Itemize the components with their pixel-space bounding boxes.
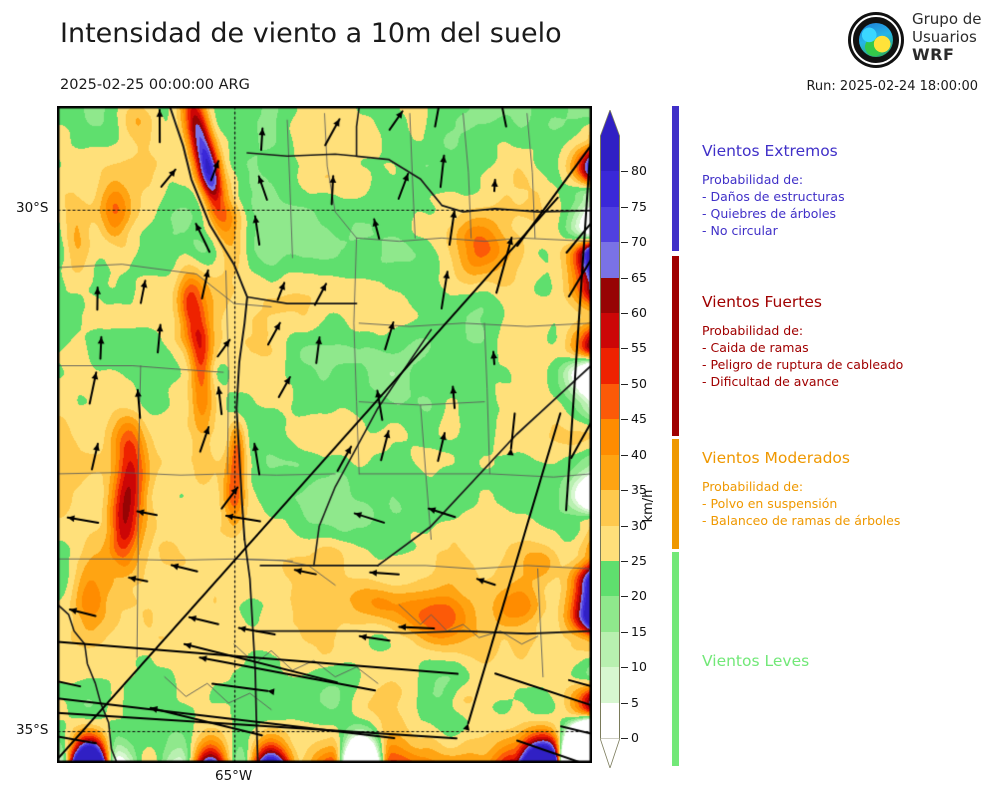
colorbar-tick-label-45: 45 — [631, 411, 647, 427]
lat-tick-35s: 35°S — [16, 722, 49, 738]
legend-color-bar-1 — [672, 256, 679, 436]
colorbar-tick-label-60: 60 — [631, 305, 647, 321]
globe-emblem-icon — [848, 12, 904, 68]
colorbar-tick-25 — [621, 560, 628, 562]
colorbar-level-45-50 — [601, 383, 619, 420]
colorbar-tick-label-15: 15 — [631, 623, 647, 639]
legend-color-bar-3 — [672, 552, 679, 766]
logo-text: Grupo de Usuarios WRF — [912, 10, 982, 64]
legend-line-0-3: - No circular — [702, 223, 778, 238]
colorbar-level-70-75 — [601, 206, 619, 243]
colorbar-tick-label-10: 10 — [631, 659, 647, 675]
legend-category-body-0: Probabilidad de: - Daños de estructuras - … — [702, 171, 994, 239]
legend-category-3: Vientos Leves — [702, 652, 994, 681]
colorbar-tick-80 — [621, 171, 628, 173]
legend-category-body-2: Probabilidad de: - Polvo en suspensión - B… — [702, 478, 994, 529]
colorbar-tick-label-35: 35 — [631, 482, 647, 498]
colorbar-tick-70 — [621, 242, 628, 244]
run-time-label: Run: 2025-02-24 18:00:00 — [806, 79, 978, 94]
colorbar-tick-5 — [621, 702, 628, 704]
legend-category-title-0: Vientos Extremos — [702, 142, 838, 160]
colorbar-tick-label-65: 65 — [631, 269, 647, 285]
colorbar-tick-label-25: 25 — [631, 552, 647, 568]
colorbar-level-0-5 — [601, 702, 619, 738]
wrf-user-group-logo: Grupo de Usuarios WRF — [848, 10, 998, 72]
colorbar-tick-30 — [621, 525, 628, 527]
legend-category-0: Vientos Extremos Probabilidad de: - Daños … — [702, 142, 994, 239]
colorbar-tick-45 — [621, 419, 628, 421]
colorbar-tick-20 — [621, 596, 628, 598]
colorbar-gradient — [600, 136, 620, 738]
legend-line-1-2: - Peligro de ruptura de cableado — [702, 357, 904, 372]
colorbar-tick-0 — [621, 738, 628, 739]
legend-category-2: Vientos Moderados Probabilidad de: - Polvo… — [702, 449, 994, 529]
colorbar-tick-65 — [621, 277, 628, 279]
colorbar-level-55-60 — [601, 313, 619, 349]
lat-tick-30s: 30°S — [16, 200, 49, 216]
legend-category-body-1: Probabilidad de: - Caida de ramas - Peligr… — [702, 322, 994, 390]
category-legend: Vientos Extremos Probabilidad de: - Daños … — [672, 106, 994, 766]
colorbar-tick-label-50: 50 — [631, 375, 647, 391]
legend-line-2-1: - Polvo en suspensión — [702, 496, 838, 511]
colorbar-under-arrow-icon — [600, 738, 620, 768]
wind-speed-map[interactable] — [57, 106, 592, 763]
colorbar-level-25-30 — [601, 525, 619, 561]
colorbar-tick-50 — [621, 383, 628, 385]
legend-category-1: Vientos Fuertes Probabilidad de: - Caida d… — [702, 293, 994, 390]
colorbar-tick-label-70: 70 — [631, 234, 647, 250]
legend-line-0-2: - Quiebres de árboles — [702, 206, 837, 221]
colorbar-level-30-35 — [601, 490, 619, 526]
legend-color-bar-0 — [672, 106, 679, 251]
logo-line-3: WRF — [912, 45, 955, 64]
colorbar-unit-label: km/h — [641, 489, 656, 523]
lon-tick-65w: 65°W — [215, 768, 253, 784]
logo-line-1: Grupo de — [912, 10, 982, 28]
legend-line-2-0: Probabilidad de: — [702, 479, 804, 494]
map-canvas[interactable] — [58, 107, 591, 762]
colorbar-level-80-85 — [601, 136, 619, 172]
colorbar-level-35-40 — [601, 454, 619, 491]
logo-line-2: Usuarios — [912, 28, 977, 46]
colorbar-level-75-80 — [601, 171, 619, 207]
valid-time-label: 2025-02-25 00:00:00 ARG — [60, 77, 250, 93]
colorbar-tick-label-40: 40 — [631, 446, 647, 462]
legend-color-bar-2 — [672, 439, 679, 549]
colorbar-level-40-45 — [601, 419, 619, 455]
colorbar-tick-40 — [621, 454, 628, 456]
colorbar-tick-label-55: 55 — [631, 340, 647, 356]
colorbar-tick-label-80: 80 — [631, 163, 647, 179]
colorbar-tick-label-5: 5 — [631, 694, 639, 710]
legend-line-1-3: - Dificultad de avance — [702, 374, 839, 389]
legend-category-title-2: Vientos Moderados — [702, 449, 850, 467]
colorbar-over-arrow-icon — [600, 110, 620, 137]
colorbar-tick-10 — [621, 667, 628, 669]
colorbar-tick-label-30: 30 — [631, 517, 647, 533]
legend-line-0-0: Probabilidad de: — [702, 172, 804, 187]
colorbar-tick-35 — [621, 490, 628, 492]
colorbar-tick-label-75: 75 — [631, 198, 647, 214]
colorbar-level-60-65 — [601, 277, 619, 314]
colorbar-level-50-55 — [601, 348, 619, 384]
colorbar-level-65-70 — [601, 242, 619, 278]
colorbar-tick-label-20: 20 — [631, 588, 647, 604]
page-title: Intensidad de viento a 10m del suelo — [60, 18, 562, 49]
colorbar-tick-60 — [621, 313, 628, 315]
colorbar-level-5-10 — [601, 667, 619, 703]
legend-line-1-1: - Caida de ramas — [702, 340, 809, 355]
colorbar-tick-55 — [621, 348, 628, 350]
colorbar-tick-75 — [621, 206, 628, 208]
colorbar-level-20-25 — [601, 560, 619, 597]
colorbar-tick-15 — [621, 631, 628, 633]
colorbar-tick-label-0: 0 — [631, 730, 639, 745]
legend-line-0-1: - Daños de estructuras — [702, 189, 845, 204]
colorbar-level-10-15 — [601, 631, 619, 668]
legend-line-1-0: Probabilidad de: — [702, 323, 804, 338]
colorbar: 0 5 10 15 20 25 30 35 40 45 50 55 60 65 70 75 80 km/h — [598, 106, 670, 768]
colorbar-level-15-20 — [601, 596, 619, 632]
legend-category-title-1: Vientos Fuertes — [702, 293, 822, 311]
legend-line-2-2: - Balanceo de ramas de árboles — [702, 513, 901, 528]
legend-category-title-3: Vientos Leves — [702, 652, 810, 670]
